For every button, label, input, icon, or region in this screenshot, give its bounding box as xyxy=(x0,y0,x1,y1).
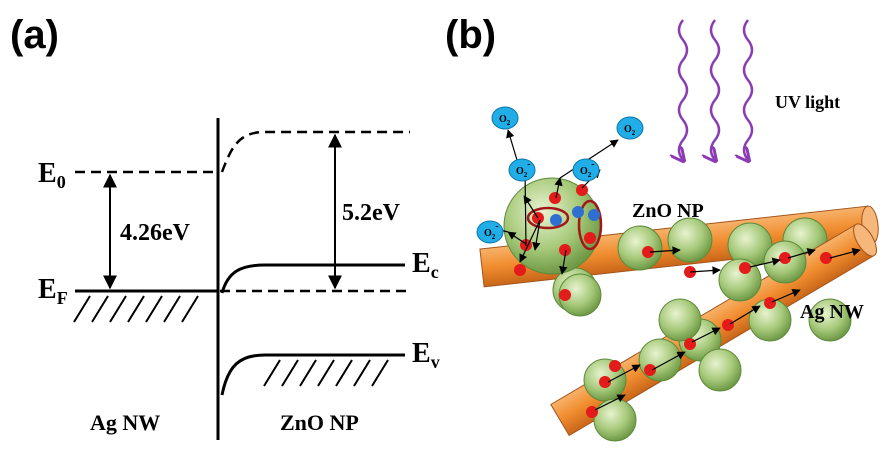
electron xyxy=(514,264,526,276)
zno-particle xyxy=(594,399,636,441)
electron xyxy=(684,338,696,350)
electron xyxy=(559,289,571,301)
hatch-line xyxy=(110,296,126,322)
hatch-line xyxy=(354,360,370,386)
conduction-band xyxy=(222,265,405,293)
electron xyxy=(609,360,621,372)
region-label: Ag NW xyxy=(90,410,160,435)
hatch-line xyxy=(182,296,198,322)
electron xyxy=(722,319,734,331)
hatch-line xyxy=(92,296,108,322)
oxygen-subscript: 2 xyxy=(632,129,636,137)
hole xyxy=(588,209,600,221)
level-label: Ec xyxy=(412,248,439,282)
energy-label: 5.2eV xyxy=(342,200,401,226)
energy-label: 4.26eV xyxy=(120,220,191,246)
uv-ray xyxy=(744,20,752,160)
hatch-line xyxy=(336,360,352,386)
oxygen-charge: - xyxy=(591,159,594,170)
electron xyxy=(576,184,588,196)
zno-particle xyxy=(618,226,662,270)
oxygen-subscript: 2 xyxy=(507,119,511,127)
oxygen-subscript: 2 xyxy=(588,171,592,179)
hatch-line xyxy=(74,296,90,322)
panel-a: (a) E0 EF Ec Ev 4.26eV 5.2eV Ag NW ZnO N… xyxy=(10,13,440,440)
oxygen-subscript: 2 xyxy=(524,171,528,179)
zno-particle xyxy=(639,339,681,381)
electron xyxy=(764,297,776,309)
hatch-line xyxy=(372,360,388,386)
valence-band xyxy=(222,355,405,395)
panel-label: (a) xyxy=(10,13,59,57)
hatch-line xyxy=(300,360,316,386)
hatch-line xyxy=(164,296,180,322)
hole xyxy=(572,206,584,218)
wire-label: Ag NW xyxy=(800,301,864,323)
light-label: UV light xyxy=(775,92,840,112)
hatch-line xyxy=(128,296,144,322)
electron xyxy=(549,192,561,204)
level-label: EF xyxy=(38,274,68,308)
zno-particle xyxy=(659,299,701,341)
oxygen-charge: - xyxy=(495,221,498,232)
electron xyxy=(584,232,596,244)
hatch-line xyxy=(318,360,334,386)
hatch-line xyxy=(146,296,162,322)
panel-label: (b) xyxy=(445,13,496,57)
oxygen-charge: - xyxy=(527,159,530,170)
zno-particle xyxy=(668,218,712,262)
figure: (a) E0 EF Ec Ev 4.26eV 5.2eV Ag NW ZnO N… xyxy=(0,0,885,453)
zno-particle xyxy=(699,349,741,391)
hatch-line xyxy=(264,360,280,386)
vacuum-level xyxy=(222,132,410,172)
hatch-line xyxy=(282,360,298,386)
region-label: ZnO NP xyxy=(280,410,359,435)
particle-label: ZnO NP xyxy=(632,200,704,222)
electron xyxy=(586,406,598,418)
uv-ray xyxy=(711,20,719,160)
electron xyxy=(739,262,751,274)
hole xyxy=(550,214,562,226)
level-label: Ev xyxy=(412,338,440,372)
uv-ray xyxy=(679,20,687,160)
electron xyxy=(644,364,656,376)
level-label: E0 xyxy=(38,158,66,192)
oxygen-subscript: 2 xyxy=(492,233,496,241)
